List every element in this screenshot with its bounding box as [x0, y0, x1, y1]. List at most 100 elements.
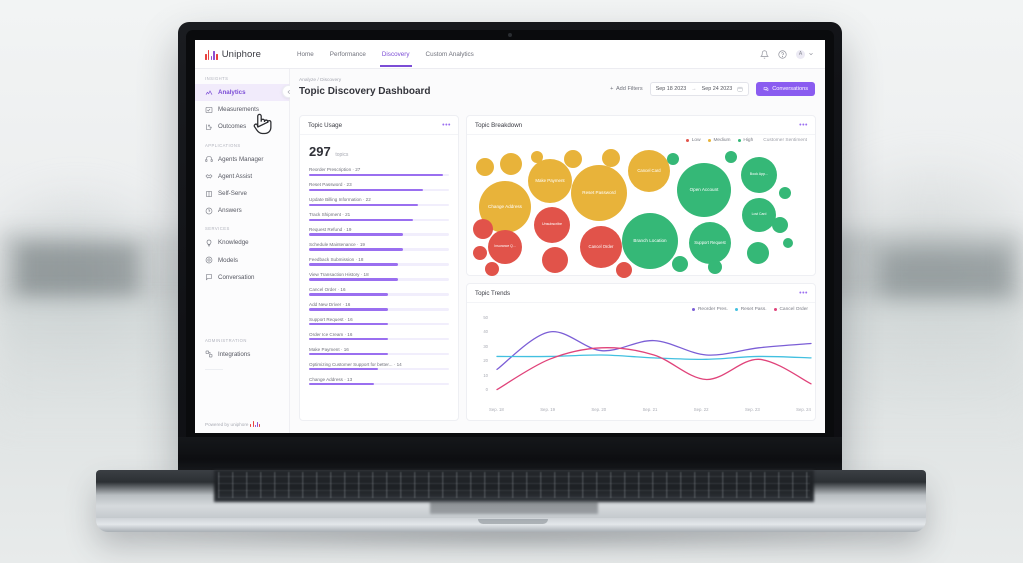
- sentiment-legend: Low Medium High Customer Sentiment: [467, 135, 815, 143]
- x-axis-tick: Sep. 23: [744, 407, 760, 412]
- sidebar-item-agents-manager[interactable]: Agents Manager: [195, 151, 289, 168]
- sidebar-item-models[interactable]: Models: [195, 252, 289, 269]
- topic-bubble[interactable]: [531, 151, 543, 163]
- more-horizontal-icon[interactable]: •••: [799, 121, 808, 129]
- topic-bubble[interactable]: [473, 219, 493, 239]
- topic-bubble-label: Cancel Order: [588, 243, 614, 249]
- topic-bubble[interactable]: [667, 153, 679, 165]
- topic-bubble[interactable]: Book App...: [741, 157, 777, 193]
- topic-usage-bar-row[interactable]: Feedback Submission · 18: [309, 257, 449, 266]
- bubble-chart: Change Address Make Payment Reset Password…: [467, 143, 817, 278]
- topic-usage-bar-row[interactable]: Track Shipment · 21: [309, 212, 449, 221]
- topic-usage-bar-row[interactable]: Optimizing Customer Support for better..…: [309, 362, 449, 371]
- topic-bubble[interactable]: Reset Password: [571, 165, 627, 221]
- topic-bubble[interactable]: Cancel Order: [580, 226, 622, 268]
- topic-usage-bar-row[interactable]: Update Billing Information · 22: [309, 197, 449, 206]
- topic-bubble[interactable]: [500, 153, 522, 175]
- nav-item-discovery[interactable]: Discovery: [379, 42, 412, 67]
- avatar: A: [796, 49, 805, 59]
- help-icon[interactable]: [778, 49, 787, 59]
- topic-bubble[interactable]: Unsubscribe: [534, 207, 570, 243]
- topic-bubble[interactable]: Support Request: [689, 222, 731, 264]
- topic-breakdown-card: Topic Breakdown ••• Low Medium: [466, 115, 817, 278]
- topic-usage-bar-row[interactable]: Schedule Maintenance · 19: [309, 242, 449, 251]
- laptop-shadow: [120, 527, 910, 549]
- bell-icon[interactable]: [760, 49, 769, 59]
- user-menu[interactable]: A: [796, 49, 814, 59]
- trend-legend-item[interactable]: Cancel Order: [773, 307, 808, 312]
- outcomes-icon: [206, 124, 212, 130]
- topic-bubble[interactable]: [783, 238, 793, 248]
- topic-bubble[interactable]: [473, 246, 487, 260]
- topic-usage-bar-row[interactable]: Make Payment · 16: [309, 347, 449, 356]
- topic-bubble[interactable]: Make Payment: [528, 159, 572, 203]
- sidebar-item-conversation[interactable]: Conversation: [195, 269, 289, 286]
- sidebar-item-agent-assist[interactable]: Agent Assist: [195, 168, 289, 185]
- sidebar-item-outcomes[interactable]: Outcomes: [195, 118, 289, 135]
- topic-bubble[interactable]: [542, 247, 568, 273]
- headset-icon: [205, 156, 213, 163]
- date-range-picker[interactable]: Sep 18 2023 → Sep 24 2023: [649, 82, 750, 96]
- more-horizontal-icon[interactable]: •••: [442, 121, 451, 129]
- nav-item-performance[interactable]: Performance: [329, 50, 366, 58]
- y-axis-tick: 50: [483, 315, 488, 320]
- sidebar-item-knowledge[interactable]: Knowledge: [195, 234, 289, 251]
- topic-bubble[interactable]: Lost Card: [742, 198, 776, 232]
- topic-bubble[interactable]: [779, 187, 791, 199]
- topic-usage-bar-fill: [309, 338, 389, 341]
- trend-line-reorder-pres: [496, 331, 812, 371]
- trend-line-cancel-order: [496, 347, 812, 391]
- dashboard-toolbar: + Add Filters Sep 18 2023 → Sep 24 2023: [610, 82, 815, 96]
- topic-bubble[interactable]: Open Account: [677, 163, 731, 217]
- sidebar-item-self-serve[interactable]: Self-Serve: [195, 185, 289, 202]
- brand-logo[interactable]: Uniphore: [195, 49, 285, 60]
- add-filters-button[interactable]: + Add Filters: [610, 86, 643, 92]
- date-end: Sep 24 2023: [701, 86, 733, 92]
- topic-bubble[interactable]: Insurance Q...: [488, 230, 522, 264]
- sidebar-item-label: Agent Assist: [218, 172, 253, 180]
- topic-bubble[interactable]: [616, 262, 632, 278]
- topic-bubble[interactable]: [602, 149, 620, 167]
- topic-usage-bar-row[interactable]: Support Request · 16: [309, 317, 449, 326]
- sidebar-item-answers[interactable]: Answers: [195, 202, 289, 219]
- topic-usage-bar-row[interactable]: Request Refund · 19: [309, 227, 449, 236]
- sidebar-item-measurements[interactable]: Measurements: [195, 101, 289, 118]
- legend-label-high: High: [743, 138, 754, 143]
- topic-bubble[interactable]: [564, 150, 582, 168]
- conversations-button[interactable]: Conversations: [756, 82, 815, 96]
- question-bubble-icon: [205, 207, 213, 215]
- topic-bubble[interactable]: Cancel Card: [628, 150, 670, 192]
- chevron-down-icon: [809, 53, 813, 56]
- measurements-icon: [205, 106, 213, 113]
- topic-usage-bar-track: [309, 368, 449, 371]
- more-horizontal-icon[interactable]: •••: [799, 289, 808, 297]
- topic-bubble[interactable]: [708, 260, 722, 274]
- topic-bubble[interactable]: [725, 151, 737, 163]
- base-notch: [478, 519, 548, 524]
- topic-bubble[interactable]: [485, 262, 499, 276]
- trend-legend-item[interactable]: Reset Pass.: [734, 307, 767, 312]
- nav-item-custom-analytics[interactable]: Custom Analytics: [425, 50, 474, 58]
- sidebar-item-integrations[interactable]: Integrations: [195, 346, 289, 363]
- sidebar-item-label: Analytics: [218, 89, 246, 97]
- topic-usage-bar-row[interactable]: Change Address · 13: [309, 377, 449, 386]
- topic-breakdown-title: Topic Breakdown: [475, 122, 523, 129]
- topic-bubble[interactable]: [772, 217, 788, 233]
- topic-usage-bar-row[interactable]: Reset Password · 23: [309, 182, 449, 191]
- topic-usage-bar-row[interactable]: Reorder Prescription · 27: [309, 167, 449, 176]
- topic-usage-bar-row[interactable]: Order Ice Cream · 16: [309, 332, 449, 341]
- topic-usage-bar-row[interactable]: View Transaction History · 18: [309, 272, 449, 281]
- sidebar-footer: Powered by uniphore: [205, 421, 261, 427]
- sidebar-item-analytics[interactable]: Analytics: [195, 84, 289, 102]
- keyboard: [214, 470, 814, 502]
- topic-bubble[interactable]: [747, 242, 769, 264]
- topic-bubble[interactable]: [672, 256, 688, 272]
- laptop-screen: Uniphore Home Performance Discovery Cust…: [195, 40, 825, 433]
- topic-trends-body: Reorder Pres. Reset Pass. Cancel Order 0 10…: [467, 303, 817, 418]
- topic-usage-bar-row[interactable]: Add New Driver · 16: [309, 302, 449, 311]
- topic-bubble[interactable]: [476, 158, 494, 176]
- nav-item-home[interactable]: Home: [297, 50, 314, 58]
- topic-bubble[interactable]: Branch Location: [622, 213, 678, 269]
- topic-usage-bar-row[interactable]: Cancel Order · 16: [309, 287, 449, 296]
- trend-legend-item[interactable]: Reorder Pres.: [692, 307, 728, 312]
